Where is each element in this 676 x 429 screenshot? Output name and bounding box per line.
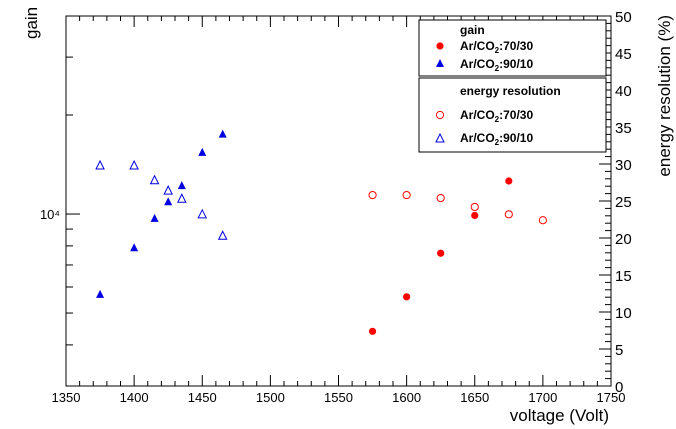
gain-9010-point xyxy=(218,129,227,138)
x-tick-label: 1600 xyxy=(392,390,421,405)
axis-ticks: 1350 1400 1450 1500 1550 1600 1650 1700 175010⁴0… xyxy=(40,9,632,405)
gain-7030-point xyxy=(437,249,445,257)
res-7030-point xyxy=(538,216,547,225)
data-marks xyxy=(95,129,547,335)
gain-9010-point xyxy=(130,243,139,252)
gain-9010-point xyxy=(198,147,207,156)
res-7030-point xyxy=(368,190,377,200)
legend-label-gain-7030: Ar/CO2:70/30 xyxy=(460,39,533,55)
y-right-tick-label: 45 xyxy=(615,46,632,63)
x-tick-label: 1500 xyxy=(256,390,285,405)
x-tick-label: 1700 xyxy=(528,390,557,405)
y-right-tick-label: 10 xyxy=(615,305,632,322)
gain-9010-point xyxy=(164,197,173,206)
legend-label-res-9010: Ar/CO2:90/10 xyxy=(460,131,533,147)
y-right-tick-label: 25 xyxy=(615,194,632,211)
legend-marker-gain-9010 xyxy=(436,59,444,67)
res-7030-point xyxy=(504,210,513,219)
y-right-tick-label: 20 xyxy=(615,231,632,248)
y-right-tick-label: 40 xyxy=(615,83,632,100)
res-9010-point xyxy=(217,230,228,240)
x-tick-label: 1450 xyxy=(188,390,217,405)
legend-marker-res-7030 xyxy=(435,110,445,120)
gain-9010-point xyxy=(96,289,105,298)
res-9010-point xyxy=(163,185,173,195)
y-right-tick-label: 35 xyxy=(615,120,632,137)
legend-box-gain xyxy=(418,19,607,77)
y-right-tick-label: 0 xyxy=(615,379,623,396)
gain-7030-point xyxy=(368,327,377,335)
x-tick-label: 1650 xyxy=(460,390,489,405)
legend-res-title: energy resolution xyxy=(460,84,561,98)
res-9010-point xyxy=(149,174,160,185)
res-9010-point xyxy=(177,193,187,203)
y-left-label: gain xyxy=(22,7,41,39)
x-tick-label: 1350 xyxy=(52,390,81,405)
y-right-label: energy resolution (%) xyxy=(655,15,674,177)
x-axis-label: voltage (Volt) xyxy=(510,406,609,425)
y-right-tick-label: 15 xyxy=(615,268,632,285)
y-right-tick-label: 30 xyxy=(615,157,632,174)
legend-marker-gain-7030 xyxy=(436,42,444,50)
res-7030-point xyxy=(436,193,445,203)
res-9010-point xyxy=(95,159,105,170)
res-7030-point xyxy=(470,202,479,212)
res-9010-point xyxy=(197,208,208,219)
gain-7030-point xyxy=(403,293,411,301)
legend-marker-res-9010 xyxy=(435,132,445,143)
res-9010-point xyxy=(129,159,139,170)
legend-label-gain-9010: Ar/CO2:90/10 xyxy=(460,57,533,73)
x-tick-label: 1400 xyxy=(120,390,149,405)
legend-box-resolution xyxy=(418,77,607,153)
gain-7030-point xyxy=(471,211,479,220)
legend-label-res-7030: Ar/CO2:70/30 xyxy=(460,108,533,124)
gain-9010-point xyxy=(150,213,159,222)
legend: gain Ar/CO2:70/30 Ar/CO2:90/10 energy re… xyxy=(418,19,607,153)
x-tick-label: 1550 xyxy=(324,390,353,405)
x-tick-label: 1750 xyxy=(597,390,626,405)
gain-9010-point xyxy=(177,181,186,190)
legend-gain-title: gain xyxy=(460,23,485,37)
res-7030-point xyxy=(402,190,411,200)
y-right-tick-label: 5 xyxy=(615,342,623,359)
y-right-tick-label: 50 xyxy=(615,9,632,26)
y-left-tick-label: 10⁴ xyxy=(40,207,60,222)
gain-7030-point xyxy=(505,177,513,185)
